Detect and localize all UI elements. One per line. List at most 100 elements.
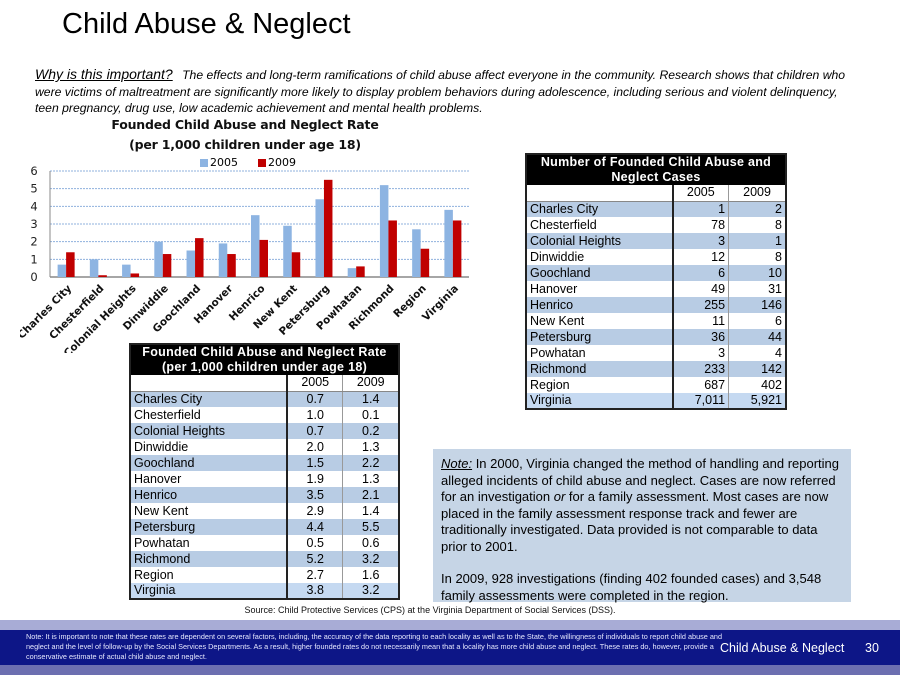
rate-table-value-2009: 1.4 xyxy=(342,503,399,519)
rate-table-value-2005: 3.5 xyxy=(287,487,344,503)
count-table-value-2009: 10 xyxy=(728,265,786,281)
note-text-a: In 2000, Virginia changed the method of … xyxy=(441,456,839,504)
bar-2009 xyxy=(323,179,333,277)
count-table: Number of Founded Child Abuse and Neglec… xyxy=(525,153,787,410)
count-table-column-header xyxy=(526,185,674,202)
count-table-locality: Petersburg xyxy=(526,329,674,345)
count-table-value-2005: 687 xyxy=(672,377,730,393)
count-table-value-2009: 8 xyxy=(728,249,786,265)
bar-2009 xyxy=(195,238,204,277)
rate-table-value-2009: 0.6 xyxy=(342,535,399,551)
y-tick-label: 0 xyxy=(30,270,37,284)
note-text-b: for a family assessment. Most cases are … xyxy=(441,489,829,554)
bar-2005 xyxy=(122,264,131,277)
rate-table-locality: Colonial Heights xyxy=(130,423,288,439)
bar-2005 xyxy=(186,250,196,277)
rate-table-title-line2: (per 1,000 children under age 18) xyxy=(161,360,368,374)
count-table-locality: Virginia xyxy=(526,393,674,409)
bar-2009 xyxy=(227,254,236,277)
rate-table-title-line1: Founded Child Abuse and Neglect Rate xyxy=(142,345,387,359)
rate-table-value-2005: 2.7 xyxy=(287,567,344,583)
chart-title: Founded Child Abuse and Neglect Rate (pe… xyxy=(20,115,470,155)
intro-label: Why is this important? xyxy=(35,66,173,82)
count-table-row: Region 687 402 xyxy=(526,377,786,393)
count-table-value-2005: 11 xyxy=(672,313,730,329)
count-table-locality: Richmond xyxy=(526,361,674,377)
count-table-value-2005: 233 xyxy=(672,361,730,377)
bar-2005 xyxy=(89,259,99,277)
count-table-locality: Chesterfield xyxy=(526,217,674,233)
rate-table-value-2009: 3.2 xyxy=(342,583,399,599)
y-tick-label: 5 xyxy=(30,182,37,196)
count-table-value-2009: 1 xyxy=(728,233,786,249)
rate-table-row: Henrico 3.5 2.1 xyxy=(130,487,399,503)
rate-table-locality: Henrico xyxy=(130,487,288,503)
count-table-value-2005: 12 xyxy=(672,249,730,265)
count-table-locality: Dinwiddie xyxy=(526,249,674,265)
rate-table-value-2005: 5.2 xyxy=(287,551,344,567)
count-table-locality: Henrico xyxy=(526,297,674,313)
rate-table-value-2009: 2.1 xyxy=(342,487,399,503)
footer: Note: It is important to note that these… xyxy=(0,630,900,665)
note-box: Note: In 2000, Virginia changed the meth… xyxy=(433,449,851,603)
bar-2005 xyxy=(379,185,389,277)
bar-2009 xyxy=(388,220,397,277)
rate-table-value-2009: 0.2 xyxy=(342,423,399,439)
count-table-locality: Powhatan xyxy=(526,345,674,361)
rate-table-column-header xyxy=(130,375,288,392)
rate-table-row: Goochland 1.5 2.2 xyxy=(130,455,399,471)
rate-table-value-2009: 3.2 xyxy=(342,551,399,567)
count-table-value-2005: 255 xyxy=(672,297,730,313)
count-table-value-2009: 5,921 xyxy=(728,393,786,409)
rate-table-locality: Charles City xyxy=(130,391,288,407)
y-tick-label: 3 xyxy=(30,217,37,231)
rate-table-value-2005: 2.0 xyxy=(287,439,344,455)
rate-table-row: Charles City 0.7 1.4 xyxy=(130,391,399,407)
count-table-value-2009: 44 xyxy=(728,329,786,345)
bar-2005 xyxy=(347,268,357,277)
bar-2009 xyxy=(66,252,75,277)
rate-table-header-row: 2005 2009 xyxy=(130,375,399,392)
y-tick-label: 6 xyxy=(30,164,37,178)
count-table-value-2005: 6 xyxy=(672,265,730,281)
rate-table-value-2005: 2.9 xyxy=(287,503,344,519)
footer-band-top xyxy=(0,620,900,630)
bar-2009 xyxy=(259,239,268,277)
rate-table-row: Region 2.7 1.6 xyxy=(130,567,399,583)
note-paragraph-2: In 2009, 928 investigations (finding 402… xyxy=(441,571,822,603)
bar-2005 xyxy=(283,225,292,277)
count-table-title: Number of Founded Child Abuse and Neglec… xyxy=(526,154,786,185)
count-table-row: Colonial Heights 3 1 xyxy=(526,233,786,249)
count-table-row: Powhatan 3 4 xyxy=(526,345,786,361)
rate-table-title: Founded Child Abuse and Neglect Rate (pe… xyxy=(130,344,399,375)
count-table-value-2005: 36 xyxy=(672,329,730,345)
bar-2005 xyxy=(57,264,67,277)
count-table-value-2009: 8 xyxy=(728,217,786,233)
y-tick-label: 4 xyxy=(30,199,37,213)
rate-table-locality: Petersburg xyxy=(130,519,288,535)
count-table-value-2009: 6 xyxy=(728,313,786,329)
note-paragraph-1: Note: In 2000, Virginia changed the meth… xyxy=(441,456,843,555)
count-table-title-line1: Number of Founded Child Abuse and xyxy=(540,155,772,169)
rate-table-value-2009: 1.4 xyxy=(342,391,399,407)
footer-band-bottom xyxy=(0,665,900,675)
count-table-value-2005: 3 xyxy=(672,345,730,361)
footer-section-title: Child Abuse & Neglect xyxy=(720,641,845,655)
count-table-locality: Hanover xyxy=(526,281,674,297)
count-table-header-row: 2005 2009 xyxy=(526,185,786,202)
count-table-row: Goochland 6 10 xyxy=(526,265,786,281)
legend-item-2009: 2009 xyxy=(258,156,296,169)
rate-table-locality: Hanover xyxy=(130,471,288,487)
rate-table-row: Powhatan 0.5 0.6 xyxy=(130,535,399,551)
rate-table-locality: Region xyxy=(130,567,288,583)
count-table-row: Dinwiddie 12 8 xyxy=(526,249,786,265)
rate-table-value-2005: 3.8 xyxy=(287,583,344,599)
count-table-value-2009: 142 xyxy=(728,361,786,377)
intro-text: The effects and long-term ramifications … xyxy=(35,68,846,115)
bar-2009 xyxy=(452,220,462,277)
count-table-locality: Goochland xyxy=(526,265,674,281)
count-table-value-2005: 78 xyxy=(672,217,730,233)
rate-table-value-2009: 1.3 xyxy=(342,471,399,487)
count-table-row: Chesterfield 78 8 xyxy=(526,217,786,233)
